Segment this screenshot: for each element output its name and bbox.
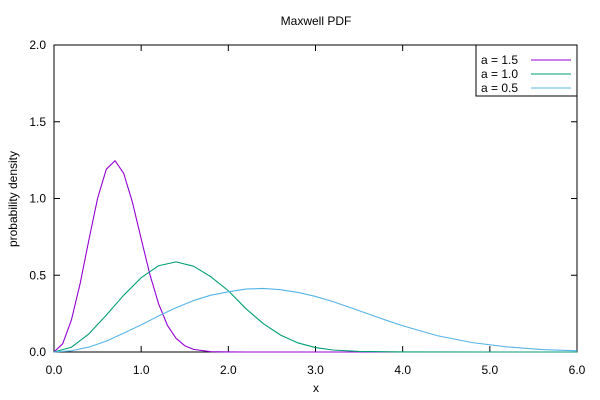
x-tick-label: 5.0 (481, 363, 498, 377)
y-tick-label: 1.5 (29, 115, 46, 129)
series-line-2 (53, 261, 577, 353)
x-tick-label: 6.0 (569, 363, 586, 377)
plot-series (53, 160, 578, 353)
legend: a = 1.5a = 1.0a = 0.5 (475, 44, 578, 97)
x-tick-label: 4.0 (394, 363, 411, 377)
x-axis-label: x (313, 381, 319, 395)
y-tick-label: 0.5 (29, 268, 46, 282)
y-tick-label: 1.0 (29, 192, 46, 206)
x-tick-label: 2.0 (220, 363, 237, 377)
x-tick-label: 1.0 (133, 363, 150, 377)
x-axis: 0.0 1.0 2.0 3.0 4.0 5.0 6.0 (46, 45, 586, 377)
series-line-3 (53, 287, 578, 353)
y-axis-label: probability density (6, 151, 20, 247)
series-line-1 (53, 160, 577, 353)
x-tick-label: 0.0 (46, 363, 63, 377)
y-axis: 0.0 0.5 1.0 1.5 2.0 (29, 38, 577, 359)
x-tick-label: 3.0 (307, 363, 324, 377)
legend-label: a = 0.5 (481, 81, 518, 95)
legend-label: a = 1.0 (481, 67, 518, 81)
y-tick-label: 2.0 (29, 38, 46, 52)
chart-title: Maxwell PDF (281, 14, 352, 28)
legend-label: a = 1.5 (481, 53, 518, 67)
y-tick-label: 0.0 (29, 345, 46, 359)
